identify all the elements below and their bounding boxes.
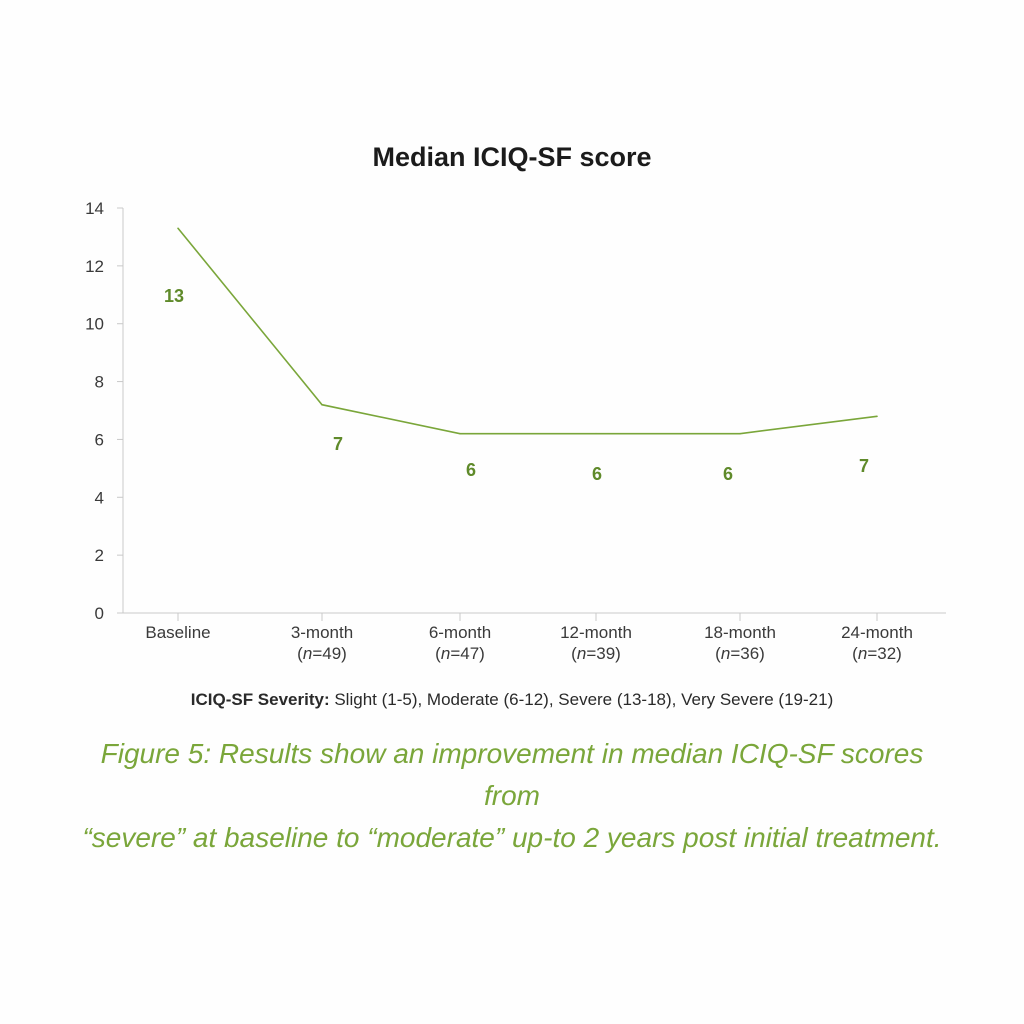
data-label: 7 [859,456,869,476]
chart-title: Median ICIQ-SF score [372,142,652,172]
data-label: 6 [466,460,476,480]
severity-legend: ICIQ-SF Severity: Slight (1-5), Moderate… [0,690,1024,710]
figure-caption: Figure 5: Results show an improvement in… [80,733,944,859]
data-point [177,227,179,230]
x-tick-label: 3-month [291,623,353,642]
x-tick-sample-size: (n=47) [435,644,485,663]
x-axis-ticks: Baseline 3-month (n=49) 6-month (n=47) 12-mon… [145,613,913,663]
data-label: 6 [723,464,733,484]
x-tick-sample-size: (n=49) [297,644,347,663]
y-tick-label: 0 [95,604,104,623]
x-tick-sample-size: (n=39) [571,644,621,663]
y-tick-label: 2 [95,546,104,565]
caption-line-2: “severe” at baseline to “moderate” up-to… [82,822,942,853]
data-label: 6 [592,464,602,484]
data-point [739,432,741,435]
y-tick-label: 14 [85,199,104,218]
x-tick-label: 12-month [560,623,632,642]
y-tick-label: 8 [95,373,104,392]
data-point [595,432,597,435]
x-tick-label: Baseline [145,623,210,642]
y-tick-label: 6 [95,430,104,449]
severity-text: Slight (1-5), Moderate (6-12), Severe (1… [329,690,834,709]
x-tick-sample-size: (n=32) [852,644,902,663]
severity-heading: ICIQ-SF Severity: [190,690,330,709]
series-line [177,227,878,435]
chart-axes [122,208,946,614]
y-axis-ticks: 0 2 4 6 8 10 12 14 [85,199,123,623]
x-tick-label: 24-month [841,623,913,642]
x-tick-label: 6-month [429,623,491,642]
y-tick-label: 12 [85,257,104,276]
y-tick-label: 4 [95,488,104,507]
data-labels: 13 7 6 6 6 7 [164,286,869,484]
data-point [876,415,878,418]
x-tick-sample-size: (n=36) [715,644,765,663]
y-tick-label: 10 [85,315,104,334]
data-point [321,403,323,406]
data-label: 7 [333,434,343,454]
caption-line-1: Figure 5: Results show an improvement in… [100,738,924,811]
data-point [459,432,461,435]
data-label: 13 [164,286,184,306]
series-group [177,227,878,435]
x-tick-label: 18-month [704,623,776,642]
